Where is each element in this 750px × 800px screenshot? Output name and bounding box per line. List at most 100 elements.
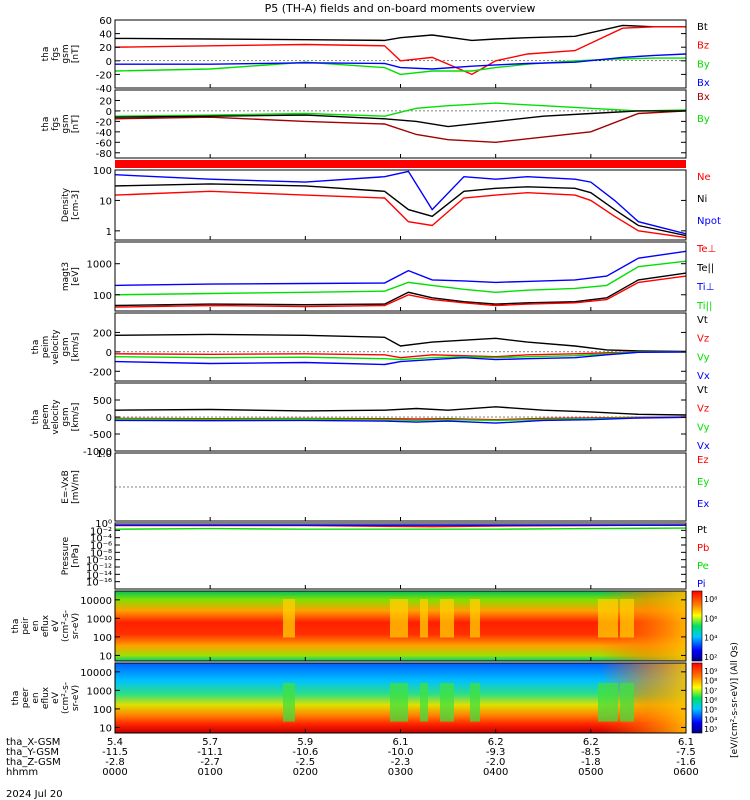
- series-Te||: [115, 272, 686, 307]
- colorbar-tick-label: 10⁸: [704, 595, 717, 604]
- y-axis-label: tha: [41, 117, 51, 132]
- x-axis-row-label: tha_X-GSM: [6, 737, 60, 748]
- legend-entry: Vy: [697, 352, 710, 363]
- legend-entry: Bz: [697, 41, 709, 52]
- legend-entry: Pt: [697, 525, 707, 536]
- y-tick-label: -40: [96, 84, 112, 95]
- x-tick-label: -10.6: [292, 747, 318, 758]
- y-axis-label: [mV/m]: [71, 470, 81, 504]
- panel-fgs: 60 40 20 0 -20 -40 tha fgs gsm [nT] Bt Bz By Bx: [41, 16, 710, 95]
- y-axis-label: [nT]: [71, 115, 81, 133]
- series-Vy: [115, 416, 686, 422]
- series-Npot: [115, 170, 686, 235]
- x-tick-label: 6.2: [488, 737, 504, 748]
- heatmap-feature: [390, 683, 408, 722]
- legend-entry: By: [697, 114, 710, 125]
- y-axis-label: fgs: [51, 117, 61, 131]
- colorbar-tick-label: 10⁵: [704, 706, 717, 715]
- panel-temp: 1000 100 magt3 [eV] Te⊥ Te|| Ti⊥ Ti||: [61, 241, 716, 312]
- series-Te⊥: [115, 275, 686, 308]
- y-tick-label: 10000: [80, 668, 112, 679]
- y-axis-label: tha: [31, 410, 41, 425]
- x-axis-row-label: tha_Z-GSM: [6, 757, 61, 768]
- legend-entry: Npot: [697, 216, 721, 227]
- y-axis-label: [nPa]: [71, 544, 81, 567]
- legend-entry: Pi: [697, 579, 706, 590]
- x-tick-label: 0400: [483, 767, 508, 778]
- legend-entry: Vz: [697, 334, 709, 345]
- series-Ti⊥: [115, 250, 686, 287]
- x-tick-label: -1.6: [676, 757, 696, 768]
- x-tick-label: 5.9: [297, 737, 313, 748]
- y-axis-label: velocity: [51, 329, 61, 365]
- y-tick-label: 10⁻¹²: [86, 563, 112, 574]
- legend-entry: Ez: [697, 455, 709, 466]
- series-Bz: [115, 26, 686, 76]
- legend-entry: Ex: [697, 499, 709, 510]
- x-tick-label: 0200: [293, 767, 318, 778]
- y-axis-label: [km/s]: [71, 403, 81, 432]
- legend-entry: Vt: [697, 385, 708, 396]
- x-tick-label: -2.5: [296, 757, 316, 768]
- y-axis-label: fgs: [51, 47, 61, 61]
- y-axis-label: [nT]: [71, 45, 81, 63]
- y-tick-label: -500: [89, 430, 112, 441]
- y-tick-label: 100: [93, 633, 112, 644]
- y-tick-label: 10⁻¹⁶: [86, 578, 112, 589]
- y-tick-label: 40: [99, 30, 112, 41]
- x-tick-label: 0500: [578, 767, 603, 778]
- panel-vpeem: 500 0 -500 -1000 tha peem velocity gsm [km/s] Vt V…: [31, 382, 710, 458]
- panel-fgs2: 200-20-40-60-80 tha fgs gsm [nT] Bx By: [41, 89, 710, 160]
- y-tick-label: -80: [96, 149, 112, 160]
- y-tick-label: 10⁻²: [90, 526, 112, 537]
- colorbar-tick-label: 10⁶: [704, 696, 717, 705]
- y-axis-label: eflux: [41, 686, 51, 709]
- y-tick-label: 0: [106, 57, 112, 68]
- legend-entry: Vt: [697, 315, 708, 326]
- x-tick-label: -11.5: [102, 747, 128, 758]
- y-axis-label: gsm: [61, 407, 71, 426]
- x-tick-label: 0100: [197, 767, 222, 778]
- heatmap-feature: [620, 599, 634, 638]
- y-tick-label: 0: [106, 413, 112, 424]
- legend-entry: Bt: [697, 22, 708, 33]
- x-tick-label: 0600: [673, 767, 698, 778]
- y-axis-label: eflux: [41, 614, 51, 637]
- y-axis-label: peim: [41, 336, 51, 359]
- y-axis-label: peem: [41, 404, 51, 430]
- heatmap-feature: [470, 683, 480, 722]
- colorbar-label: [eV/(cm²-s-sr-eV)] (All Qs): [730, 642, 740, 758]
- colorbar: [691, 662, 703, 734]
- y-axis-label: (cm²-s-: [61, 610, 71, 642]
- series-By: [115, 102, 686, 117]
- y-axis-label: sr-eV): [71, 613, 81, 639]
- panel-dens: 100 10 1 Density [cm-3] Ne Ni Npot: [61, 166, 721, 241]
- x-tick-label: -10.0: [388, 747, 414, 758]
- y-tick-label: 10⁻⁸: [90, 548, 112, 559]
- y-axis-label: E=-VxB: [61, 470, 71, 504]
- x-tick-label: -2.8: [105, 757, 125, 768]
- heatmap-feature: [598, 683, 618, 722]
- y-tick-label: -40: [96, 128, 112, 139]
- heatmap-feature: [470, 599, 480, 638]
- y-tick-label: 1.0: [96, 449, 112, 460]
- legend-entry: Vx: [697, 371, 710, 382]
- series-Bx: [115, 110, 686, 144]
- legend-entry: Ni: [697, 194, 707, 205]
- x-tick-label: -9.3: [486, 747, 506, 758]
- legend-entry: Ti⊥: [696, 282, 714, 293]
- heatmap-feature: [440, 683, 454, 722]
- y-tick-label: -200: [89, 367, 112, 378]
- series-Vt: [115, 333, 686, 353]
- x-tick-label: 6.1: [393, 737, 409, 748]
- y-tick-label: 10: [99, 723, 112, 734]
- panel-frame: [114, 522, 687, 590]
- y-tick-label: 100: [93, 166, 112, 177]
- y-axis-label: tha: [31, 340, 41, 355]
- y-tick-label: -1000: [83, 447, 112, 458]
- y-axis-label: tha: [11, 619, 21, 634]
- y-axis-label: (cm²-s-: [61, 682, 71, 714]
- x-tick-label: -7.5: [676, 747, 696, 758]
- y-tick-label: 1: [106, 227, 112, 238]
- x-tick-label: 5.4: [107, 737, 123, 748]
